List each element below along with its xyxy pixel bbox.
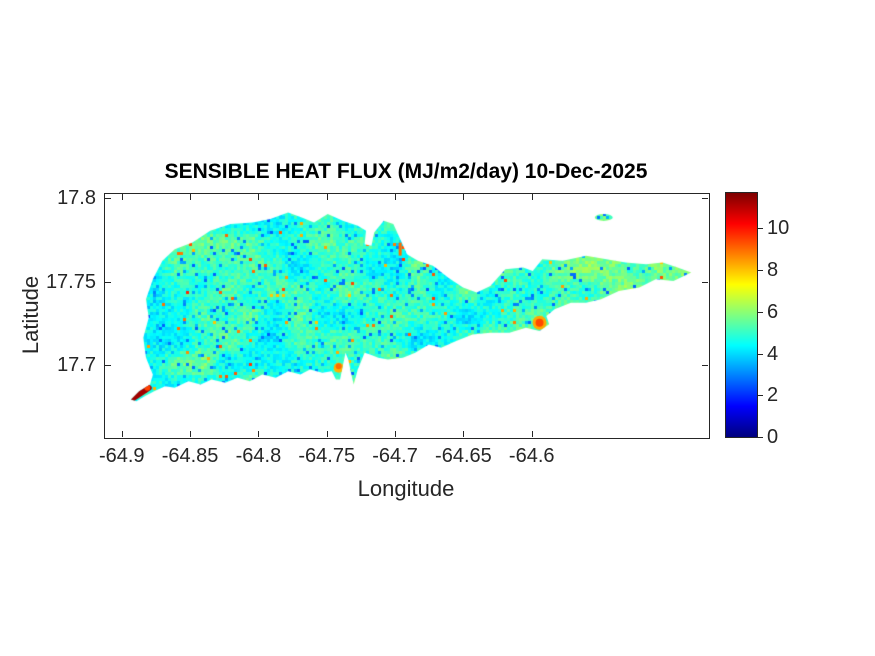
y-tick	[105, 198, 111, 199]
x-tick	[258, 431, 260, 437]
x-axis-label: Longitude	[357, 476, 455, 501]
colorbar	[725, 192, 758, 438]
y-tick-right	[702, 281, 708, 283]
colorbar-tick	[758, 228, 763, 230]
colorbar-tick-label: 8	[767, 259, 779, 282]
x-tick-top	[395, 194, 397, 200]
plot-title: SENSIBLE HEAT FLUX (MJ/m2/day) 10-Dec-20…	[164, 160, 648, 183]
y-tick-label: 17.75	[45, 270, 96, 293]
y-tick	[105, 281, 111, 283]
colorbar-tick	[758, 270, 763, 272]
x-tick-top	[463, 194, 465, 200]
colorbar-tick	[758, 311, 763, 313]
x-tick	[190, 431, 192, 437]
x-tick-label: -64.75	[298, 445, 356, 467]
x-tick	[121, 431, 123, 437]
y-tick-label: 17.8	[57, 187, 96, 209]
y-tick-right	[702, 198, 708, 199]
island-heatmap-canvas	[105, 194, 709, 438]
colorbar-tick-label: 0	[767, 426, 779, 448]
x-tick-label: -64.65	[435, 445, 492, 467]
x-tick-label: -64.7	[372, 445, 418, 467]
x-tick	[326, 431, 328, 437]
colorbar-tick-label: 2	[767, 384, 779, 407]
x-tick	[395, 431, 397, 437]
y-tick	[105, 365, 111, 367]
colorbar-tick	[758, 437, 763, 438]
y-tick-right	[702, 365, 708, 367]
x-tick-label: -64.85	[161, 445, 219, 467]
x-tick-top	[258, 194, 260, 200]
x-tick	[463, 431, 465, 437]
x-tick-label: -64.6	[508, 445, 555, 467]
y-tick-label: 17.7	[57, 354, 96, 377]
x-tick	[531, 431, 533, 437]
colorbar-tick-label: 6	[767, 300, 779, 323]
x-tick-top	[531, 194, 533, 200]
x-tick-top	[326, 194, 328, 200]
colorbar-tick-label: 10	[767, 217, 790, 240]
colorbar-tick-label: 4	[767, 342, 779, 365]
x-tick-label: -64.9	[98, 445, 145, 467]
colorbar-tick	[758, 395, 763, 397]
x-tick-top	[190, 194, 192, 200]
colorbar-tick	[758, 353, 763, 355]
x-tick-top	[121, 194, 123, 200]
x-tick-label: -64.8	[235, 445, 282, 467]
